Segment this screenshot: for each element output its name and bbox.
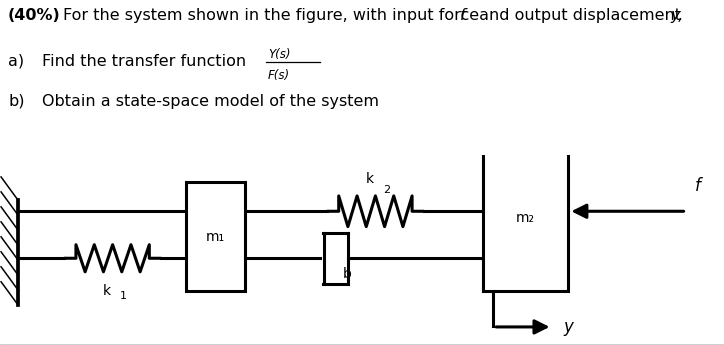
Text: m₂: m₂ [516,211,535,226]
Text: f: f [460,8,466,23]
Text: b): b) [8,94,25,109]
Text: Find the transfer function: Find the transfer function [42,54,251,69]
Text: m₁: m₁ [206,229,224,244]
Text: Y(s): Y(s) [268,48,290,61]
Text: 2: 2 [383,185,390,195]
Text: and output displacement: and output displacement [474,8,686,23]
Text: 1: 1 [120,291,127,301]
Text: k: k [366,172,374,186]
Text: Obtain a state-space model of the system: Obtain a state-space model of the system [42,94,379,109]
Bar [185,183,245,291]
Text: F(s): F(s) [268,69,290,82]
Text: a): a) [8,54,24,69]
Text: y: y [563,318,573,336]
Text: b: b [343,267,352,281]
Text: (40%): (40%) [8,8,61,23]
Text: y,: y, [670,8,683,23]
Text: k: k [104,284,111,297]
Text: For the system shown in the figure, with input force: For the system shown in the figure, with… [63,8,484,23]
Bar [483,146,568,291]
Text: f: f [695,177,701,195]
